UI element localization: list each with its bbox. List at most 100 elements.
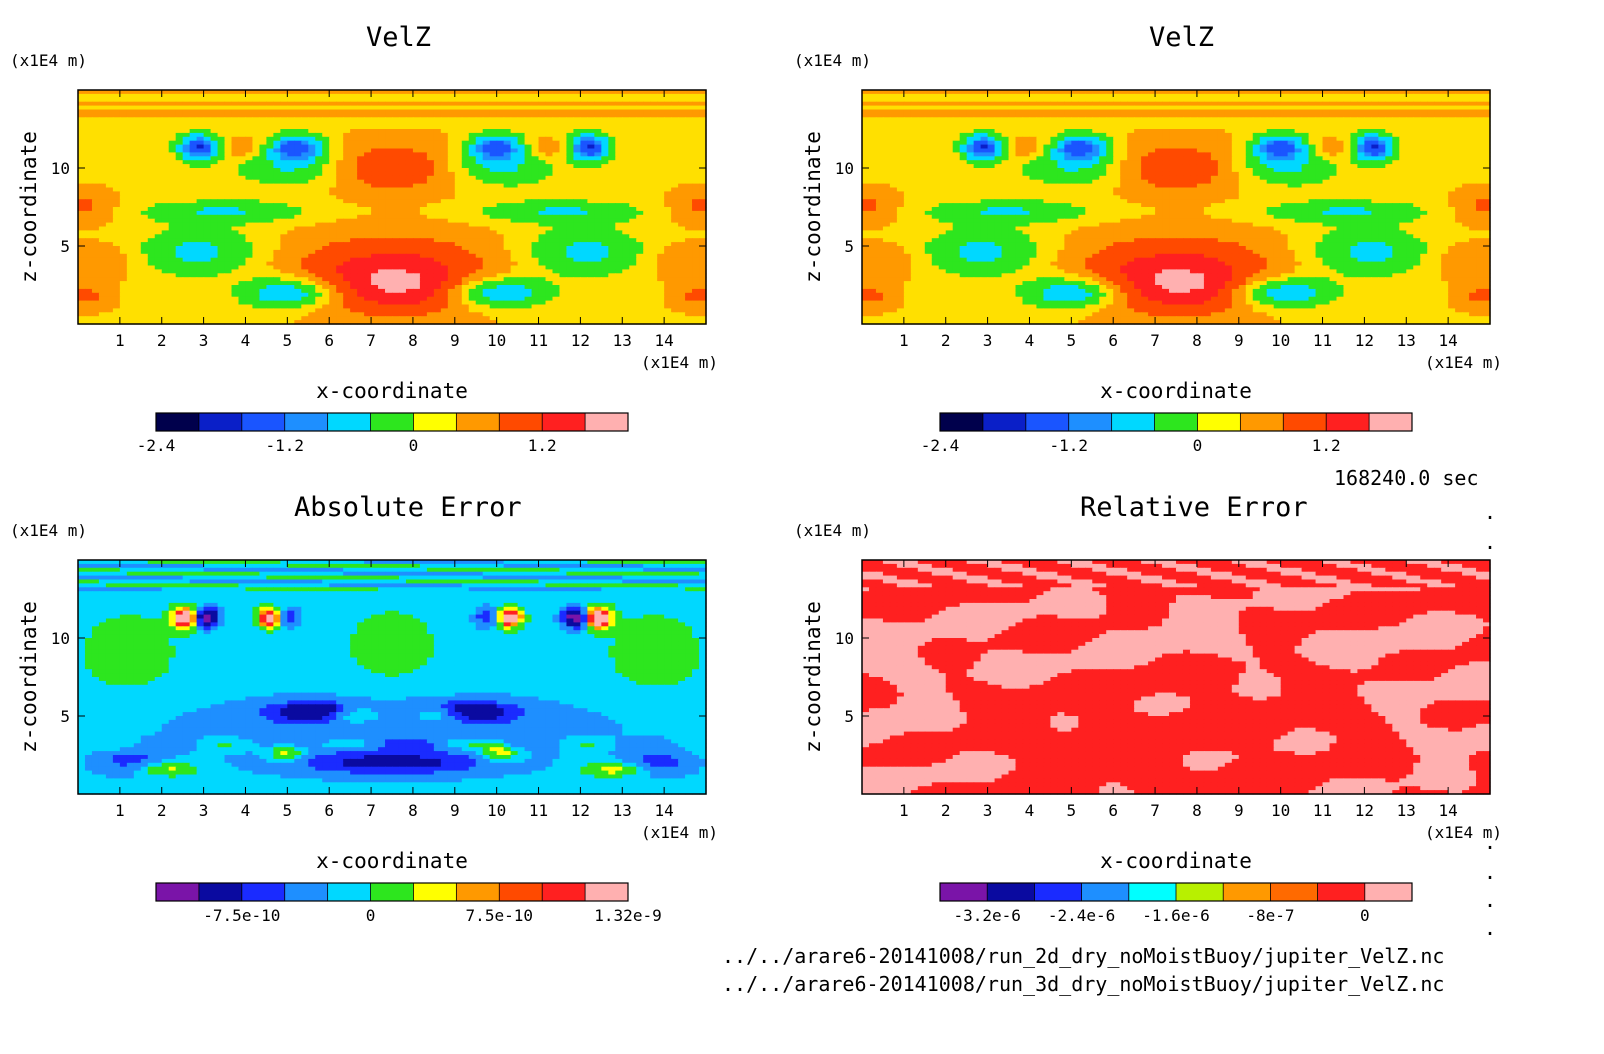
heatmap-cell	[84, 246, 93, 251]
heatmap-cell	[699, 257, 707, 263]
heatmap-cell	[210, 129, 219, 134]
heatmap-cell	[154, 97, 163, 103]
heatmap-cell	[385, 300, 393, 306]
heatmap-cell	[559, 117, 568, 122]
heatmap-cell	[580, 121, 588, 126]
heatmap-cell	[91, 117, 100, 122]
heatmap-cell	[308, 288, 316, 294]
heatmap-cell	[140, 214, 149, 220]
heatmap-cell	[308, 129, 316, 134]
heatmap-cell	[231, 281, 240, 286]
heatmap-cell	[189, 93, 198, 99]
heatmap-cell	[419, 152, 428, 157]
heatmap-cell	[210, 222, 219, 228]
heatmap-cell	[489, 292, 498, 298]
heatmap-cell	[503, 156, 512, 161]
heatmap-cell	[84, 207, 93, 212]
heatmap-cell	[322, 113, 330, 118]
heatmap-cell	[545, 238, 554, 243]
heatmap-cell	[182, 257, 191, 263]
heatmap-cell	[245, 90, 254, 95]
heatmap-cell	[552, 144, 561, 150]
heatmap-cell	[392, 207, 400, 212]
heatmap-cell	[252, 132, 261, 138]
heatmap-cell	[385, 136, 393, 142]
heatmap-cell	[322, 261, 330, 267]
heatmap-cell	[252, 171, 261, 177]
heatmap-cell	[615, 129, 623, 134]
heatmap-cell	[538, 93, 547, 99]
heatmap-cell	[608, 105, 616, 111]
heatmap-cell	[364, 218, 372, 224]
heatmap-cell	[224, 269, 233, 274]
heatmap-cell	[126, 296, 135, 302]
heatmap-cell	[119, 296, 128, 302]
heatmap-cell	[545, 129, 554, 134]
heatmap-cell	[552, 93, 561, 99]
heatmap-cell	[112, 171, 121, 177]
heatmap-cell	[224, 90, 233, 95]
heatmap-cell	[301, 175, 309, 181]
heatmap-cell	[203, 281, 212, 286]
heatmap-cell	[447, 160, 456, 165]
heatmap-cell	[357, 168, 365, 173]
heatmap-cell	[105, 210, 114, 216]
heatmap-cell	[231, 93, 240, 99]
heatmap-cell	[182, 238, 191, 243]
heatmap-cell	[692, 175, 700, 181]
heatmap-cell	[259, 265, 267, 270]
heatmap-cell	[371, 105, 379, 111]
heatmap-cell	[357, 246, 365, 251]
heatmap-cell	[531, 105, 540, 111]
heatmap-cell	[573, 257, 581, 263]
heatmap-cell	[643, 257, 651, 263]
heatmap-cell	[238, 164, 247, 169]
heatmap-cell	[378, 105, 386, 111]
heatmap-cell	[657, 148, 665, 153]
heatmap-cell	[552, 148, 561, 153]
heatmap-cell	[322, 191, 330, 196]
heatmap-cell	[98, 171, 107, 177]
heatmap-cell	[203, 234, 212, 239]
heatmap-cell	[692, 300, 700, 306]
heatmap-cell	[231, 168, 240, 173]
heatmap-cell	[678, 203, 686, 208]
heatmap-cell	[398, 288, 407, 294]
heatmap-cell	[245, 218, 254, 224]
heatmap-cell	[315, 148, 323, 153]
heatmap-cell	[615, 265, 623, 270]
heatmap-cell	[147, 187, 156, 192]
heatmap-cell	[594, 210, 602, 216]
heatmap-cell	[294, 207, 302, 212]
heatmap-cell	[189, 171, 198, 177]
heatmap-cell	[210, 273, 219, 278]
heatmap-cell	[412, 199, 421, 204]
heatmap-cell	[350, 132, 358, 138]
heatmap-cell	[657, 288, 665, 294]
heatmap-cell	[245, 246, 254, 251]
heatmap-cell	[98, 125, 107, 130]
heatmap-cell	[503, 222, 512, 228]
heatmap-cell	[175, 218, 184, 224]
heatmap-cell	[273, 214, 281, 220]
heatmap-cell	[433, 187, 442, 192]
heatmap-cell	[84, 253, 93, 259]
heatmap-cell	[482, 136, 491, 142]
heatmap-cell	[412, 265, 421, 270]
heatmap-cell	[608, 242, 616, 247]
heatmap-cell	[336, 179, 344, 185]
heatmap-cell	[636, 285, 644, 290]
heatmap-cell	[433, 261, 442, 267]
heatmap-cell	[517, 117, 526, 122]
heatmap-cell	[447, 144, 456, 150]
heatmap-cell	[287, 257, 295, 263]
heatmap-cell	[524, 296, 533, 302]
heatmap-cell	[405, 152, 414, 157]
heatmap-cell	[287, 183, 295, 189]
heatmap-cell	[538, 183, 547, 189]
heatmap-cell	[84, 117, 93, 122]
heatmap-cell	[664, 148, 672, 153]
heatmap-cell	[559, 93, 568, 99]
heatmap-cell	[322, 300, 330, 306]
heatmap-cell	[105, 246, 114, 251]
